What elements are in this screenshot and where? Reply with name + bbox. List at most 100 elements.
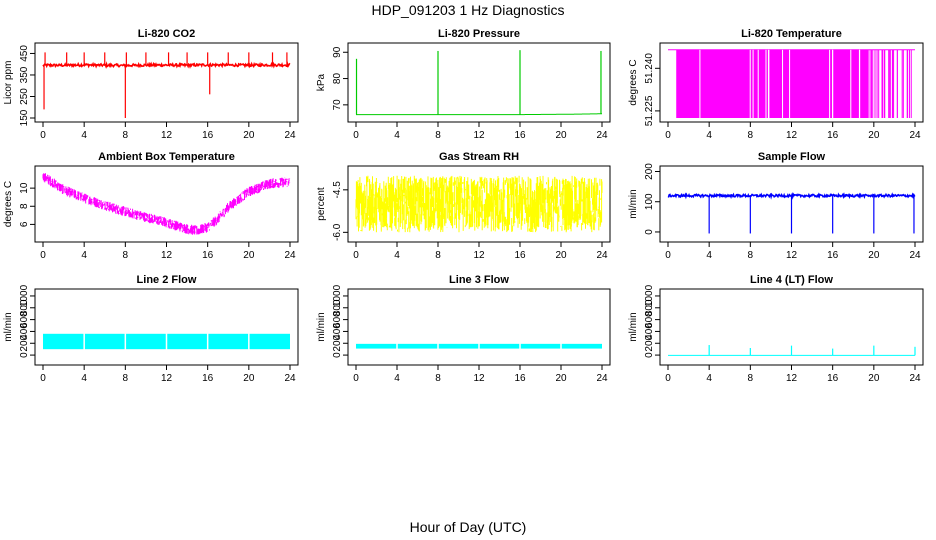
y-tick-label: 800	[19, 299, 30, 316]
y-tick-label: 70	[332, 99, 343, 111]
y-axis-label: degrees C	[628, 59, 639, 105]
data-layer	[42, 173, 291, 235]
data-layer	[668, 49, 915, 119]
x-tick-label: 12	[473, 373, 485, 384]
y-tick-label: 200	[644, 334, 655, 351]
panel-sample-flow: Sample Flow 0 4 8 12 16 20 24 0 100 200 ml/min	[628, 151, 924, 261]
x-tick-label: 16	[202, 250, 214, 261]
y-tick-label: 1000	[644, 284, 655, 307]
y-tick-label: 10	[19, 182, 30, 194]
dropout-band	[676, 49, 869, 119]
panel-title: Gas Stream RH	[439, 151, 519, 163]
x-tick-label: 4	[706, 130, 712, 141]
x-tick-label: 8	[748, 373, 754, 384]
panel-title: Line 2 Flow	[137, 274, 197, 286]
panel-title: Li-820 Pressure	[438, 28, 520, 40]
y-axis-label: ml/min	[628, 189, 639, 218]
data-layer	[668, 345, 916, 356]
y-tick-label: 100	[644, 193, 655, 210]
panel-pressure: Li-820 Pressure 0 4 8 12 16 20 24 70 80 90 kPa	[316, 28, 611, 141]
y-tick-label: 200	[332, 334, 343, 351]
y-tick-label: 350	[19, 66, 30, 83]
x-tick-label: 0	[353, 250, 359, 261]
panel-co2: Li-820 CO2 0 4 8 12 16 20 24 150 250 350 450 Licor p…	[3, 28, 299, 141]
y-tick-label: 6	[19, 221, 30, 227]
plot-frame	[347, 42, 611, 123]
x-tick-label: 24	[909, 250, 921, 261]
y-tick-label: 400	[644, 323, 655, 340]
x-tick-label: 4	[81, 250, 87, 261]
x-tick-label: 8	[435, 250, 441, 261]
plot-frame	[34, 288, 299, 366]
x-tick-label: 4	[706, 373, 712, 384]
series-line	[355, 175, 603, 233]
y-tick-label: -6.0	[332, 223, 343, 241]
plot-frame	[34, 42, 299, 123]
x-tick-label: 24	[596, 250, 608, 261]
x-tick-label: 4	[394, 373, 400, 384]
y-tick-label: 800	[332, 299, 343, 316]
panel-gas-rh: Gas Stream RH 0 4 8 12 16 20 24 -6.0 -4.5 percent	[316, 151, 611, 261]
x-tick-label: 8	[748, 130, 754, 141]
x-tick-label: 16	[827, 250, 839, 261]
x-tick-label: 24	[596, 130, 608, 141]
y-axis-label: degrees C	[3, 181, 14, 227]
plot-frame	[347, 288, 611, 366]
y-axis-label: kPa	[316, 73, 327, 91]
plot-frame	[34, 165, 299, 243]
y-tick-label: 51.225	[644, 95, 655, 126]
x-tick-label: 24	[284, 130, 296, 141]
x-tick-label: 0	[40, 130, 46, 141]
x-tick-label: 4	[706, 250, 712, 261]
y-tick-label: 400	[332, 323, 343, 340]
y-axis-label: ml/min	[628, 312, 639, 341]
y-tick-label: 0	[644, 229, 655, 235]
x-tick-label: 20	[868, 250, 880, 261]
x-tick-label: 0	[353, 373, 359, 384]
series-line	[42, 173, 291, 235]
data-layer	[667, 192, 916, 234]
data-layer	[43, 332, 290, 351]
x-tick-label: 12	[473, 130, 485, 141]
x-tick-label: 24	[284, 250, 296, 261]
y-tick-label: 200	[19, 334, 30, 351]
x-tick-label: 12	[161, 250, 173, 261]
page-title: HDP_091203 1 Hz Diagnostics	[371, 2, 565, 18]
y-tick-label: 1000	[332, 284, 343, 307]
x-tick-label: 16	[202, 373, 214, 384]
panel-title: Ambient Box Temperature	[98, 151, 235, 163]
panel-title: Li-820 CO2	[138, 28, 195, 40]
x-tick-label: 20	[868, 130, 880, 141]
y-tick-label: 90	[332, 46, 343, 58]
x-tick-label: 8	[123, 250, 129, 261]
x-tick-label: 16	[514, 130, 526, 141]
panel-title: Line 4 (LT) Flow	[750, 274, 833, 286]
x-tick-label: 4	[81, 130, 87, 141]
data-layer	[42, 52, 291, 118]
y-tick-label: 600	[332, 311, 343, 328]
x-tick-label: 4	[394, 130, 400, 141]
y-tick-label: 1000	[19, 284, 30, 307]
x-tick-label: 20	[555, 373, 567, 384]
y-tick-label: 250	[19, 88, 30, 105]
x-tick-label: 24	[909, 373, 921, 384]
x-tick-label: 24	[909, 130, 921, 141]
x-tick-label: 0	[40, 373, 46, 384]
y-tick-label: 800	[644, 299, 655, 316]
x-tick-label: 0	[665, 373, 671, 384]
y-tick-label: -4.5	[332, 181, 343, 199]
data-layer	[355, 175, 603, 233]
x-tick-label: 12	[786, 250, 798, 261]
x-tick-label: 0	[665, 130, 671, 141]
data-layer	[355, 50, 602, 116]
x-tick-label: 16	[202, 130, 214, 141]
x-tick-label: 24	[596, 373, 608, 384]
y-axis-label: ml/min	[316, 312, 327, 341]
x-tick-label: 20	[555, 130, 567, 141]
panel-title: Sample Flow	[758, 151, 826, 163]
x-tick-label: 8	[435, 373, 441, 384]
x-tick-label: 8	[435, 130, 441, 141]
